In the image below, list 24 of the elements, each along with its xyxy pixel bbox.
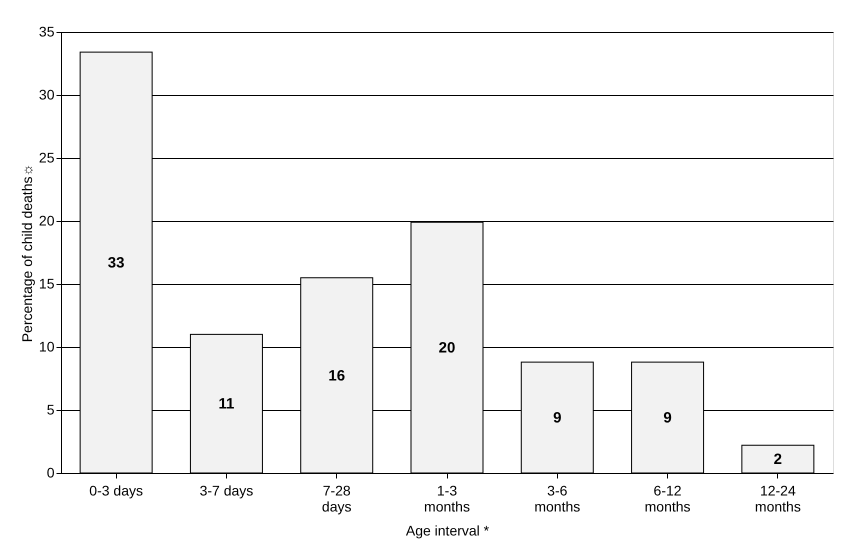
- y-tick-label: 5: [46, 402, 55, 418]
- x-tick-label: 1-3 months: [424, 482, 470, 514]
- data-label: 20: [438, 340, 456, 357]
- x-tick-label: 12-24 months: [754, 482, 801, 514]
- data-label: 9: [663, 410, 672, 427]
- y-tick-label: 30: [38, 86, 55, 102]
- x-tick-label: 3-7 days: [200, 482, 254, 498]
- data-label: 33: [108, 254, 124, 272]
- x-axis-title: Age interval *: [406, 522, 490, 538]
- y-tick-label: 25: [38, 150, 55, 166]
- data-label: 2: [774, 451, 782, 468]
- y-tick-label: 0: [46, 464, 55, 480]
- x-tick-label: 6-12 months: [644, 482, 691, 514]
- y-axis-title: Percentage of child deaths☼: [18, 164, 35, 342]
- data-label: 9: [553, 410, 562, 427]
- data-label: 16: [328, 367, 346, 384]
- data-label: 11: [218, 396, 234, 413]
- y-tick-label: 35: [38, 24, 55, 40]
- x-tick-label: 7-28 days: [322, 482, 352, 514]
- x-tick-label: 3-6 months: [534, 482, 580, 514]
- y-tick-label: 20: [38, 212, 55, 228]
- y-tick-label: 15: [38, 276, 55, 292]
- y-tick-label: 10: [38, 338, 55, 354]
- x-tick-label: 0-3 days: [89, 482, 143, 498]
